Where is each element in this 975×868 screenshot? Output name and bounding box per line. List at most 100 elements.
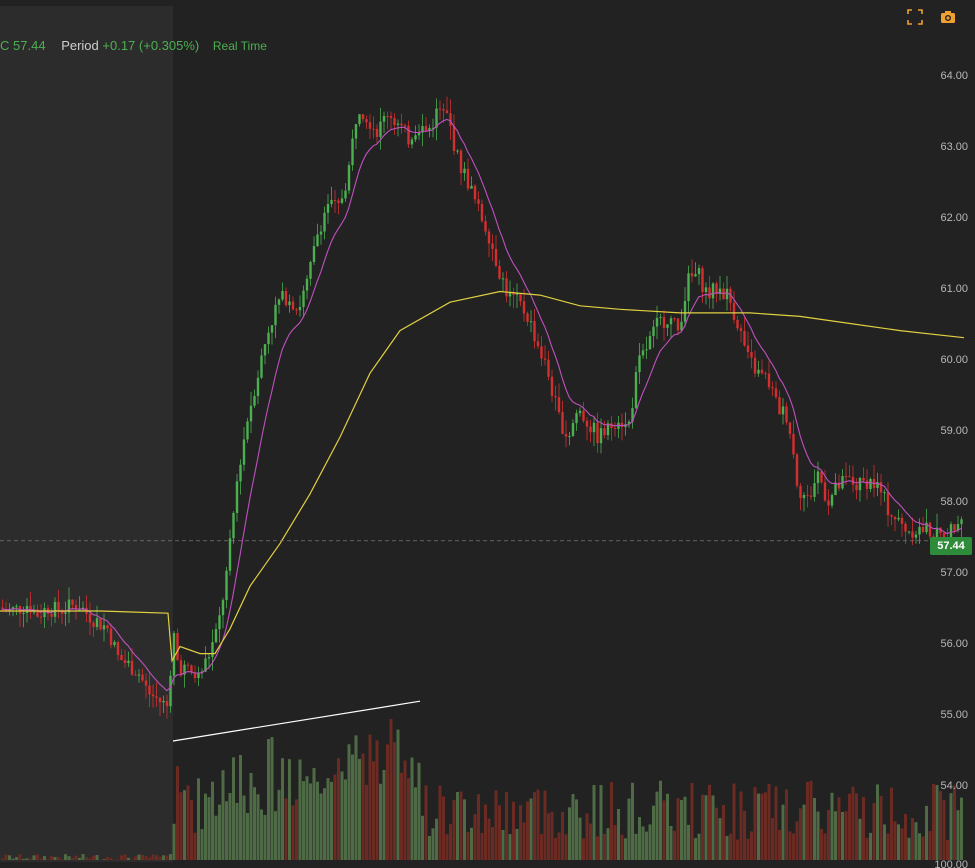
volume-bar <box>921 836 925 860</box>
candle-body <box>225 570 228 601</box>
volume-bar <box>662 800 666 860</box>
volume-bar <box>295 799 298 860</box>
candle-body <box>620 422 624 428</box>
candle-body <box>652 326 655 337</box>
volume-bar <box>452 800 456 860</box>
candle-body <box>736 319 739 329</box>
candle-body <box>36 609 39 617</box>
volume-bar <box>487 818 491 860</box>
volume-bar <box>232 757 235 860</box>
candle-body <box>533 321 536 342</box>
volume-bar <box>550 811 554 860</box>
candle-body <box>554 396 557 398</box>
candle-body <box>53 601 57 617</box>
volume-bar <box>694 838 697 860</box>
candle-body <box>750 351 753 358</box>
candle-body <box>529 321 533 323</box>
volume-bar <box>634 833 638 860</box>
volume-bar <box>809 780 813 860</box>
candle-body <box>515 293 519 295</box>
volume-bar <box>813 797 816 860</box>
candle-body <box>921 526 925 533</box>
volume-bar <box>858 818 862 860</box>
volume-bar <box>207 797 211 860</box>
volume-bar <box>904 814 907 860</box>
candle-body <box>788 422 792 434</box>
candle-body <box>592 422 596 433</box>
candle-body <box>144 680 148 686</box>
candle-body <box>43 608 46 618</box>
volume-bar <box>914 822 918 860</box>
volume-bar <box>351 754 354 860</box>
candle-body <box>193 672 197 679</box>
volume-bar <box>214 815 218 860</box>
volume-bar <box>102 859 106 860</box>
candle-body <box>337 200 340 203</box>
candle-body <box>109 628 113 646</box>
volume-bar <box>788 831 792 860</box>
volume-bar <box>613 825 617 860</box>
candle-body <box>253 396 256 406</box>
candle-body <box>834 482 837 496</box>
volume-bar <box>179 792 183 860</box>
candle-body <box>312 246 316 262</box>
camera-icon[interactable] <box>939 8 957 26</box>
volume-bar <box>162 855 165 860</box>
candle-body <box>242 439 246 465</box>
candle-body <box>858 477 862 491</box>
candle-body <box>368 122 372 129</box>
volume-bar <box>715 807 718 860</box>
fullscreen-icon[interactable] <box>906 8 924 26</box>
candle-body <box>281 291 284 300</box>
candle-body <box>718 288 722 295</box>
candle-body <box>309 261 312 279</box>
candle-body <box>757 369 760 374</box>
candle-body <box>277 299 281 305</box>
volume-bar <box>480 832 484 860</box>
candle-body <box>431 127 435 129</box>
volume-bar <box>221 770 225 860</box>
candle-body <box>165 701 169 707</box>
volume-bar <box>120 855 123 860</box>
volume-bar <box>949 793 953 860</box>
candle-body <box>613 428 617 430</box>
volume-bar <box>711 795 715 860</box>
volume-bar <box>459 791 463 860</box>
volume-bar <box>340 771 344 860</box>
volume-bar <box>109 858 113 860</box>
candle-body <box>400 123 403 126</box>
candle-body <box>183 664 186 675</box>
volume-bar <box>830 792 834 860</box>
volume-bar <box>697 833 701 860</box>
volume-bar <box>22 858 25 860</box>
candle-body <box>484 221 487 232</box>
candle-body <box>949 524 953 544</box>
candle-body <box>424 126 428 131</box>
candle-body <box>855 484 858 491</box>
candle-body <box>316 234 319 247</box>
volume-bar <box>144 855 148 860</box>
volume-bar <box>533 792 536 860</box>
candle-body <box>421 126 424 133</box>
volume-bar <box>750 831 753 860</box>
volume-bar <box>599 785 603 860</box>
candle-body <box>816 471 820 484</box>
volume-bar <box>564 834 568 860</box>
volume-bar <box>36 854 39 860</box>
volume-bar <box>442 796 445 860</box>
volume-bar <box>155 855 158 860</box>
volume-bar <box>344 779 347 860</box>
candle-body <box>659 316 662 318</box>
candle-body <box>284 291 288 306</box>
volume-bar <box>925 805 928 860</box>
volume-bar <box>928 831 932 860</box>
y-tick-label: 55.00 <box>940 709 968 721</box>
volume-bar <box>778 829 781 860</box>
volume-bar <box>820 829 823 860</box>
volume-bar <box>407 778 410 860</box>
candle-body <box>543 358 547 360</box>
candle-body <box>820 471 823 483</box>
candle-body <box>214 629 218 643</box>
volume-bar <box>753 787 757 860</box>
